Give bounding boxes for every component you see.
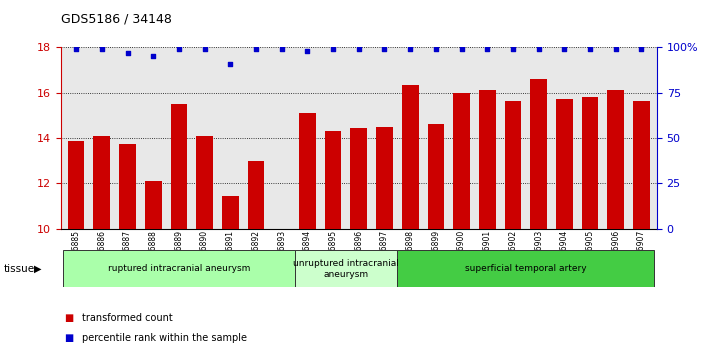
Bar (428, 124, 444, 229)
Bar (145, 181, 161, 229)
Text: ruptured intracranial aneurysm: ruptured intracranial aneurysm (108, 264, 250, 273)
Point (96, 46, 108, 52)
Point (302, 48, 313, 54)
Text: GDS5186 / 34148: GDS5186 / 34148 (61, 12, 171, 25)
Point (404, 46, 416, 52)
Text: ■: ■ (64, 313, 74, 323)
Bar (94, 136, 110, 229)
Bar (351, 128, 367, 229)
Bar (248, 160, 264, 229)
Point (507, 46, 518, 52)
Point (251, 46, 262, 52)
Text: transformed count: transformed count (82, 313, 173, 323)
Point (430, 46, 441, 52)
Point (122, 50, 134, 56)
Point (174, 46, 185, 52)
Text: tissue: tissue (4, 264, 35, 274)
Point (378, 46, 390, 52)
Bar (119, 144, 136, 229)
Point (199, 46, 211, 52)
Bar (222, 196, 238, 229)
Text: ▶: ▶ (34, 264, 41, 274)
Bar (376, 127, 393, 229)
Point (610, 46, 621, 52)
Point (328, 46, 339, 52)
Bar (196, 136, 213, 229)
Point (481, 46, 493, 52)
Bar (633, 101, 650, 229)
Point (353, 46, 364, 52)
Bar (453, 93, 470, 229)
Bar (325, 131, 341, 229)
Point (533, 46, 544, 52)
Bar (397, 250, 654, 287)
Bar (295, 250, 397, 287)
Text: ■: ■ (64, 333, 74, 343)
Bar (556, 99, 573, 229)
Bar (64, 250, 295, 287)
Bar (479, 90, 496, 229)
Bar (608, 90, 624, 229)
Bar (531, 79, 547, 229)
Bar (582, 97, 598, 229)
Point (584, 46, 595, 52)
Point (456, 46, 467, 52)
Point (276, 46, 288, 52)
Bar (171, 104, 187, 229)
Point (635, 46, 647, 52)
Bar (68, 141, 84, 229)
Point (71, 46, 82, 52)
Text: unruptured intracranial
aneurysm: unruptured intracranial aneurysm (293, 258, 399, 279)
Point (225, 61, 236, 66)
Point (558, 46, 570, 52)
Text: superficial temporal artery: superficial temporal artery (465, 264, 587, 273)
Text: percentile rank within the sample: percentile rank within the sample (82, 333, 247, 343)
Bar (299, 113, 316, 229)
Point (148, 53, 159, 59)
Bar (505, 101, 521, 229)
Bar (402, 85, 418, 229)
